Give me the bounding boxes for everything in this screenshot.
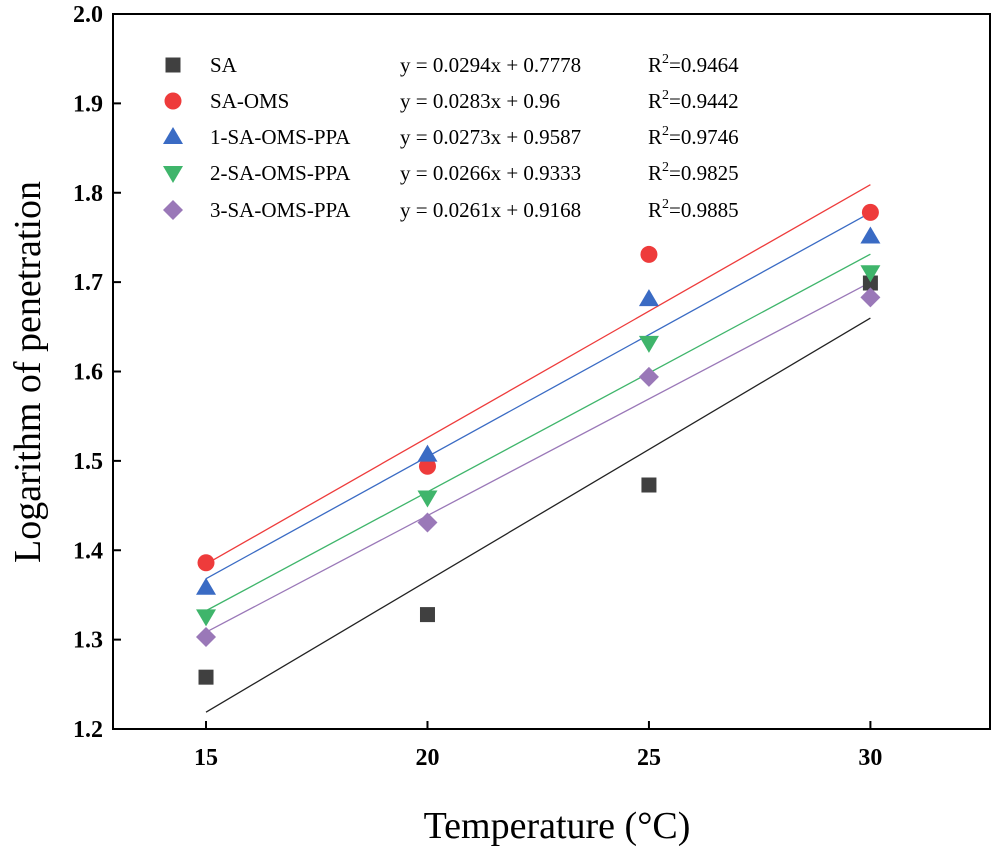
legend-r-squared: R2=0.9746 <box>648 124 739 149</box>
legend-marker <box>164 92 182 110</box>
legend-r-squared: R2=0.9464 <box>648 52 739 77</box>
data-point <box>196 626 217 647</box>
markers <box>196 203 881 685</box>
data-point <box>638 366 659 387</box>
data-point <box>418 457 436 475</box>
y-tick-label: 1.7 <box>73 270 103 296</box>
legend-marker <box>163 166 183 183</box>
x-axis-title: Temperature (°C) <box>424 805 691 847</box>
legend-equation: y = 0.0266x + 0.9333 <box>400 161 581 185</box>
data-point <box>198 669 214 685</box>
y-axis: 1.2 1.3 1.4 1.5 1.6 1.7 1.8 1.9 2.0 <box>73 2 121 743</box>
fit-line <box>205 212 871 580</box>
x-tick-label: 20 <box>415 745 439 771</box>
data-point <box>197 554 215 572</box>
legend-equation: y = 0.0273x + 0.9587 <box>400 125 581 149</box>
r-squared-symbol: R <box>648 161 662 185</box>
data-point <box>419 607 435 623</box>
legend-r-squared: R2=0.9825 <box>648 160 739 185</box>
y-tick-label: 1.6 <box>73 360 103 386</box>
legend-r-squared: R2=0.9885 <box>648 197 739 222</box>
data-point <box>417 444 438 462</box>
fit-line <box>205 253 871 612</box>
data-point <box>196 577 217 595</box>
y-tick-label: 1.3 <box>73 628 103 654</box>
y-tick-label: 1.9 <box>73 91 103 117</box>
data-point <box>417 512 438 533</box>
y-tick-label: 1.4 <box>73 538 103 564</box>
y-axis-title: Logarithm of penetration <box>7 181 49 563</box>
r-squared-superscript: 2 <box>662 52 669 67</box>
data-point <box>860 226 881 244</box>
x-axis: 15 20 25 30 <box>194 721 882 771</box>
legend-r-squared: R2=0.9442 <box>648 88 739 113</box>
data-point <box>417 490 438 508</box>
r-squared-superscript: 2 <box>662 160 669 175</box>
fit-lines <box>205 184 871 713</box>
r-squared-symbol: R <box>648 89 662 113</box>
fit-line <box>205 317 871 713</box>
legend-label: SA <box>210 53 238 77</box>
legend-label: 2-SA-OMS-PPA <box>210 161 351 185</box>
r-squared-superscript: 2 <box>662 197 669 212</box>
legend-marker <box>163 200 183 220</box>
data-point <box>860 287 881 308</box>
r-squared-symbol: R <box>648 53 662 77</box>
legend-label: 3-SA-OMS-PPA <box>210 198 351 222</box>
data-point <box>640 245 658 263</box>
y-tick-label: 2.0 <box>73 2 103 28</box>
r-squared-symbol: R <box>648 125 662 149</box>
data-point <box>196 609 217 627</box>
legend-equation: y = 0.0261x + 0.9168 <box>400 198 581 222</box>
data-point <box>862 275 878 291</box>
r-squared-value: =0.9464 <box>669 53 739 77</box>
legend-equation: y = 0.0283x + 0.96 <box>400 89 560 113</box>
y-tick-label: 1.8 <box>73 181 103 207</box>
y-tick-label: 1.2 <box>73 717 103 743</box>
legend-label: 1-SA-OMS-PPA <box>210 125 351 149</box>
legend-equation: y = 0.0294x + 0.7778 <box>400 53 581 77</box>
data-point <box>861 203 879 221</box>
legend-label: SA-OMS <box>210 89 289 113</box>
plot-frame <box>112 13 991 730</box>
data-point <box>638 335 659 353</box>
r-squared-symbol: R <box>648 198 662 222</box>
r-squared-value: =0.9442 <box>669 89 739 113</box>
x-tick-label: 15 <box>194 745 218 771</box>
legend-marker <box>165 57 181 73</box>
r-squared-superscript: 2 <box>662 124 669 139</box>
r-squared-value: =0.9746 <box>669 125 739 149</box>
fit-line <box>205 281 871 633</box>
data-point <box>638 289 659 307</box>
y-tick-label: 1.5 <box>73 449 103 475</box>
r-squared-superscript: 2 <box>662 88 669 103</box>
x-tick-label: 25 <box>637 745 661 771</box>
legend-marker <box>163 127 183 144</box>
r-squared-value: =0.9825 <box>669 161 739 185</box>
x-tick-label: 30 <box>858 745 882 771</box>
data-point <box>641 477 657 493</box>
r-squared-value: =0.9885 <box>669 198 739 222</box>
data-point <box>860 265 881 283</box>
fit-line <box>205 184 871 565</box>
